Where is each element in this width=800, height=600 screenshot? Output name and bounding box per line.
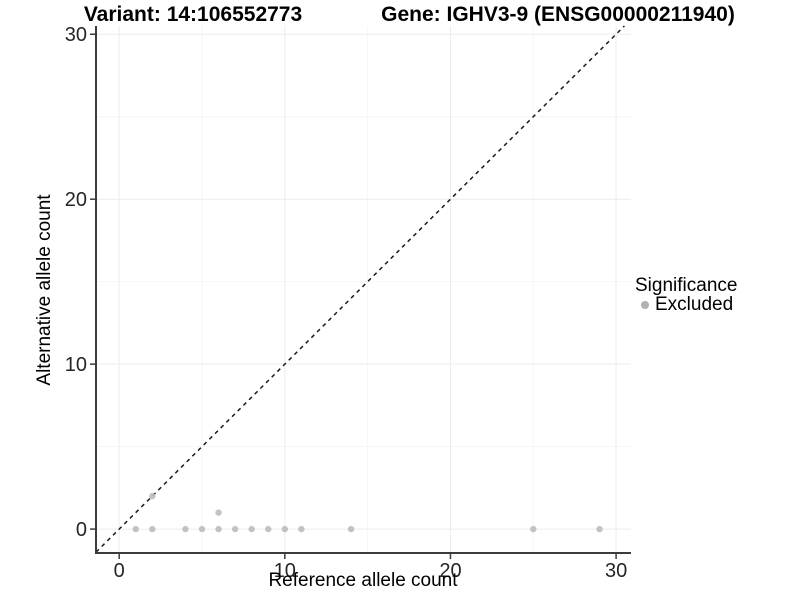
- data-point: [149, 492, 156, 500]
- data-point: [298, 525, 305, 533]
- legend-title: Significance: [635, 275, 738, 296]
- x-axis-title: Reference allele count: [268, 570, 458, 591]
- y-tick-label: 30: [65, 24, 87, 46]
- x-tick-label: 0: [114, 560, 125, 582]
- legend: Significance Excluded: [635, 276, 737, 314]
- data-point: [149, 525, 156, 533]
- data-point: [248, 525, 255, 533]
- identity-line: [95, 25, 625, 553]
- x-tick-label: 20: [439, 560, 461, 582]
- legend-item-label: Excluded: [655, 294, 734, 315]
- y-tick-label: 20: [65, 189, 87, 211]
- plot-title-gene: Gene: IGHV3-9 (ENSG00000211940): [381, 3, 735, 26]
- y-tick-label: 10: [65, 354, 87, 376]
- excluded-point-swatch: [641, 300, 649, 309]
- data-point: [596, 525, 603, 533]
- data-point: [347, 525, 355, 533]
- data-point: [530, 525, 537, 533]
- data-point: [215, 525, 222, 533]
- data-point: [265, 525, 272, 533]
- plot-title-variant: Variant: 14:106552773: [83, 3, 303, 26]
- y-tick-label: 0: [76, 519, 87, 541]
- data-point: [132, 525, 139, 533]
- x-tick-label: 30: [605, 560, 627, 582]
- data-point: [198, 525, 206, 533]
- legend-item-excluded: Excluded: [641, 295, 737, 314]
- data-point: [281, 525, 289, 533]
- data-point: [215, 509, 222, 516]
- x-tick-label: 10: [274, 560, 296, 582]
- data-point: [231, 525, 239, 533]
- y-axis-title: Alternative allele count: [34, 194, 55, 386]
- data-point: [182, 525, 189, 533]
